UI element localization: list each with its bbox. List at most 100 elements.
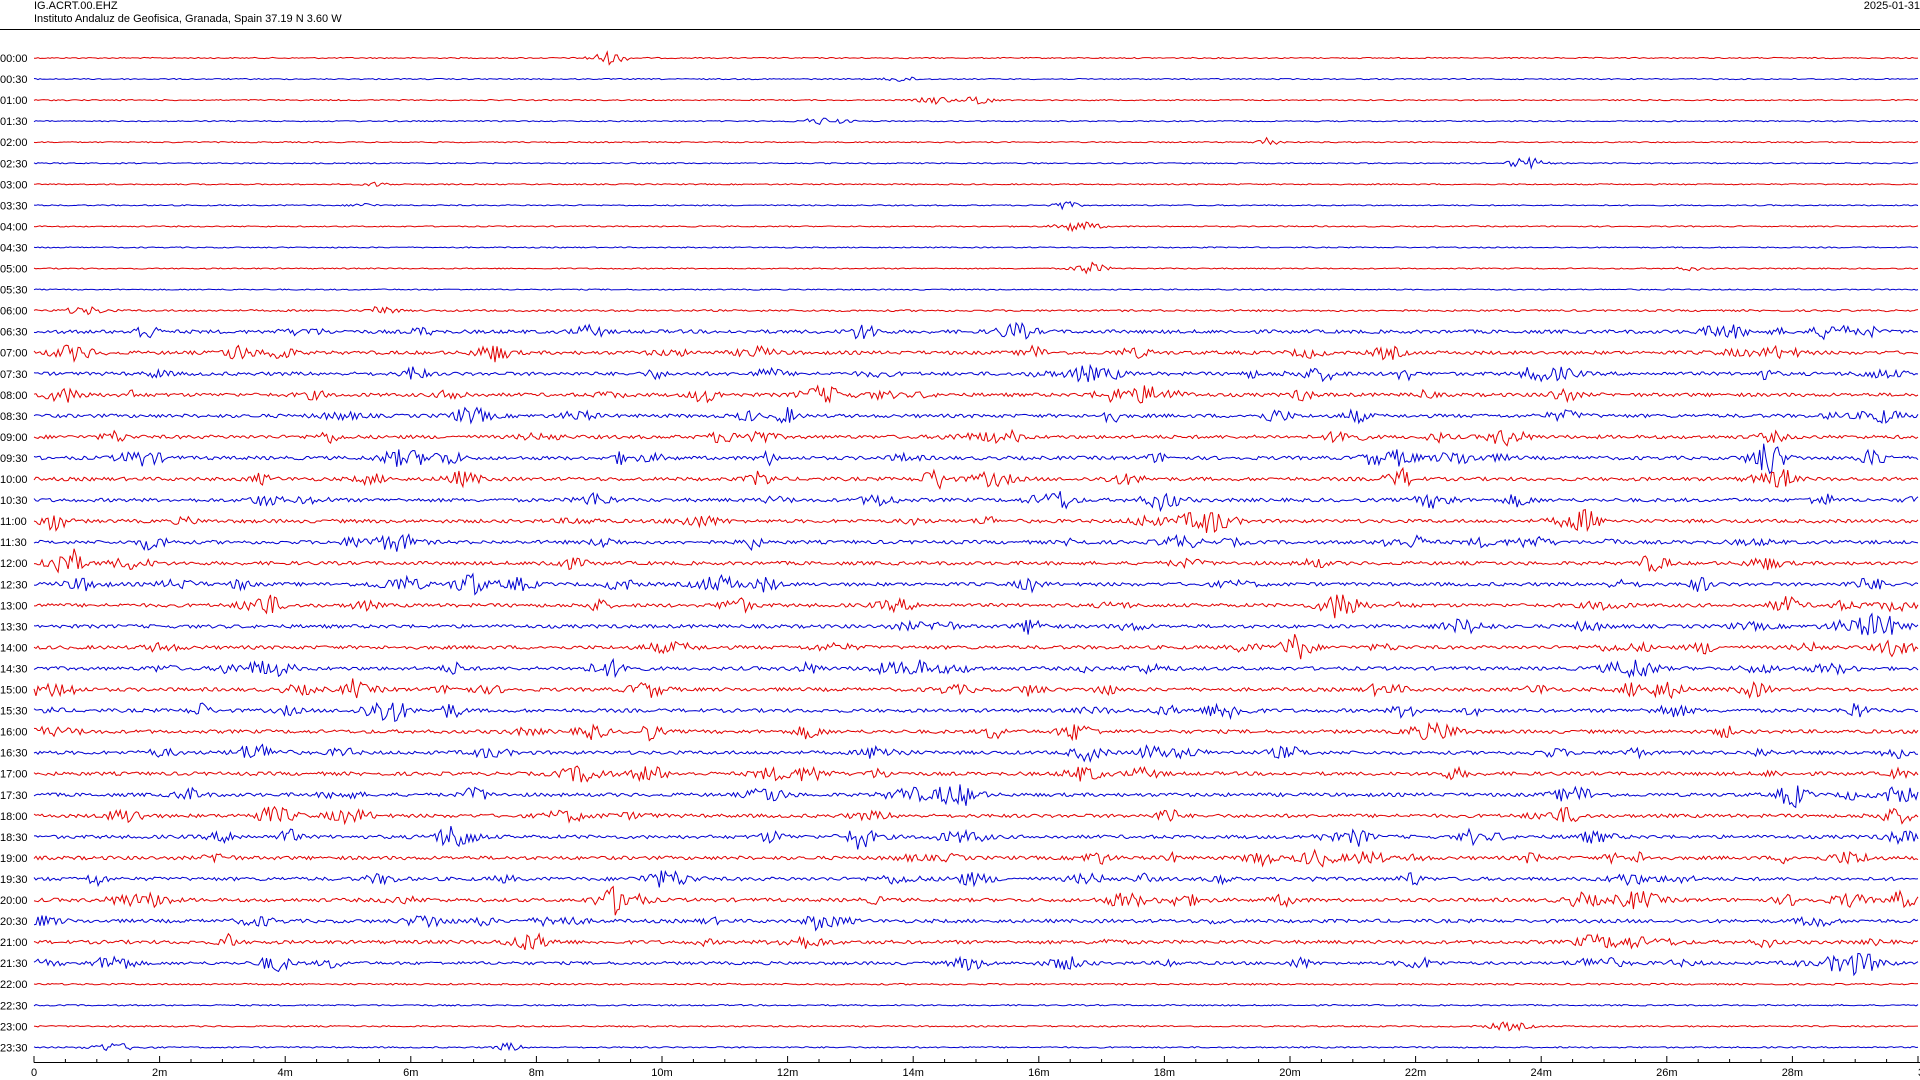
trace-1530: [33, 701, 1919, 723]
x-tick-label: 8m: [529, 1067, 544, 1079]
row-label: 02:30: [0, 158, 28, 170]
x-tick-label: 6m: [403, 1067, 418, 1079]
trace-1930: [33, 869, 1919, 888]
traces: [33, 50, 1919, 1052]
row-label: 12:30: [0, 579, 28, 591]
row-label: 03:30: [0, 200, 28, 212]
trace-0100: [33, 96, 1919, 105]
row-label: 20:00: [0, 895, 28, 907]
x-tick-label: 20m: [1279, 1067, 1300, 1079]
trace-0630: [33, 321, 1919, 341]
trace-1230: [33, 572, 1919, 596]
row-label: 07:30: [0, 369, 28, 381]
row-label: 15:00: [0, 685, 28, 697]
row-label: 02:00: [0, 137, 28, 149]
x-tick-label: 14m: [902, 1067, 923, 1079]
trace-1730: [33, 784, 1919, 809]
row-label: 17:00: [0, 769, 28, 781]
row-label: 10:30: [0, 495, 28, 507]
row-label: 20:30: [0, 916, 28, 928]
row-label: 00:00: [0, 53, 28, 65]
row-label: 03:00: [0, 179, 28, 191]
x-tick-label: 26m: [1656, 1067, 1677, 1079]
row-label: 18:30: [0, 832, 28, 844]
trace-1030: [33, 491, 1919, 513]
trace-0600: [33, 306, 1919, 316]
x-axis: 0 2m 4m 6m 8m 10m 12m 14m 16m 18m 20m 22m 24m 26m 28m 3…: [31, 1056, 1920, 1079]
row-label: 23:00: [0, 1021, 28, 1033]
trace-0900: [33, 428, 1919, 447]
row-label: 19:30: [0, 874, 28, 886]
trace-0830: [33, 406, 1919, 425]
trace-0800: [33, 384, 1919, 404]
trace-0700: [33, 344, 1919, 363]
trace-0400: [33, 221, 1919, 233]
trace-0730: [33, 363, 1919, 383]
row-label: 08:00: [0, 390, 28, 402]
trace-1100: [33, 508, 1919, 533]
trace-2030: [33, 914, 1919, 932]
trace-2300: [33, 1021, 1918, 1032]
trace-0230: [33, 156, 1919, 170]
row-label: 01:30: [0, 116, 28, 128]
x-tick-label: 30: [1918, 1067, 1920, 1079]
x-tick-label: 0: [31, 1067, 37, 1079]
trace-1130: [33, 533, 1919, 552]
trace-1000: [33, 466, 1919, 490]
row-label: 16:00: [0, 727, 28, 739]
row-label: 15:30: [0, 706, 28, 718]
row-label: 11:30: [0, 537, 27, 549]
trace-1800: [33, 805, 1919, 826]
row-label: 11:00: [0, 516, 27, 528]
x-tick-label: 4m: [278, 1067, 293, 1079]
station-location: Instituto Andaluz de Geofisica, Granada,…: [34, 13, 342, 25]
trace-0330: [33, 201, 1919, 211]
row-label: 23:30: [0, 1042, 28, 1054]
trace-1900: [33, 848, 1919, 868]
trace-2000: [33, 885, 1919, 916]
station-code: IG.ACRT.00.EHZ: [34, 0, 118, 12]
row-label: 16:30: [0, 748, 28, 760]
trace-0500: [33, 261, 1919, 275]
row-label: 19:00: [0, 853, 28, 865]
trace-1630: [33, 743, 1918, 763]
trace-1700: [33, 765, 1919, 783]
record-date: 2025-01-31: [1863, 0, 1920, 12]
trace-0030: [33, 76, 1918, 82]
trace-1300: [34, 594, 1919, 619]
row-label: 14:30: [0, 664, 28, 676]
trace-0930: [33, 443, 1919, 475]
row-label: 09:00: [0, 432, 28, 444]
row-label: 21:00: [0, 937, 28, 949]
x-tick-label: 22m: [1405, 1067, 1426, 1079]
trace-1330: [33, 612, 1919, 636]
trace-0200: [33, 136, 1919, 146]
trace-0000: [34, 50, 1919, 66]
row-label: 18:00: [0, 811, 28, 823]
trace-0430: [33, 246, 1919, 249]
row-label: 05:00: [0, 264, 28, 276]
row-label: 09:30: [0, 453, 28, 465]
x-tick-label: 24m: [1530, 1067, 1551, 1079]
row-label: 04:00: [0, 221, 28, 233]
row-label: 07:00: [0, 348, 28, 360]
row-label: 05:30: [0, 285, 28, 297]
row-label: 12:00: [0, 558, 28, 570]
trace-2100: [33, 932, 1919, 951]
trace-1200: [33, 548, 1919, 574]
row-label: 06:30: [0, 327, 28, 339]
trace-1830: [33, 825, 1919, 850]
row-label: 17:30: [0, 790, 28, 802]
trace-2330: [33, 1041, 1919, 1052]
row-labels: 00:00 00:30 01:00 01:30 02:00 02:30 03:00 03:30…: [0, 53, 28, 1054]
row-label: 10:00: [0, 474, 28, 486]
trace-1400: [33, 634, 1919, 660]
trace-0130: [33, 117, 1919, 126]
trace-1430: [33, 657, 1919, 679]
row-label: 13:30: [0, 621, 28, 633]
trace-1600: [33, 721, 1919, 742]
x-tick-label: 18m: [1154, 1067, 1175, 1079]
row-label: 22:30: [0, 1000, 28, 1012]
row-label: 21:30: [0, 958, 28, 970]
x-tick-label: 16m: [1028, 1067, 1049, 1079]
